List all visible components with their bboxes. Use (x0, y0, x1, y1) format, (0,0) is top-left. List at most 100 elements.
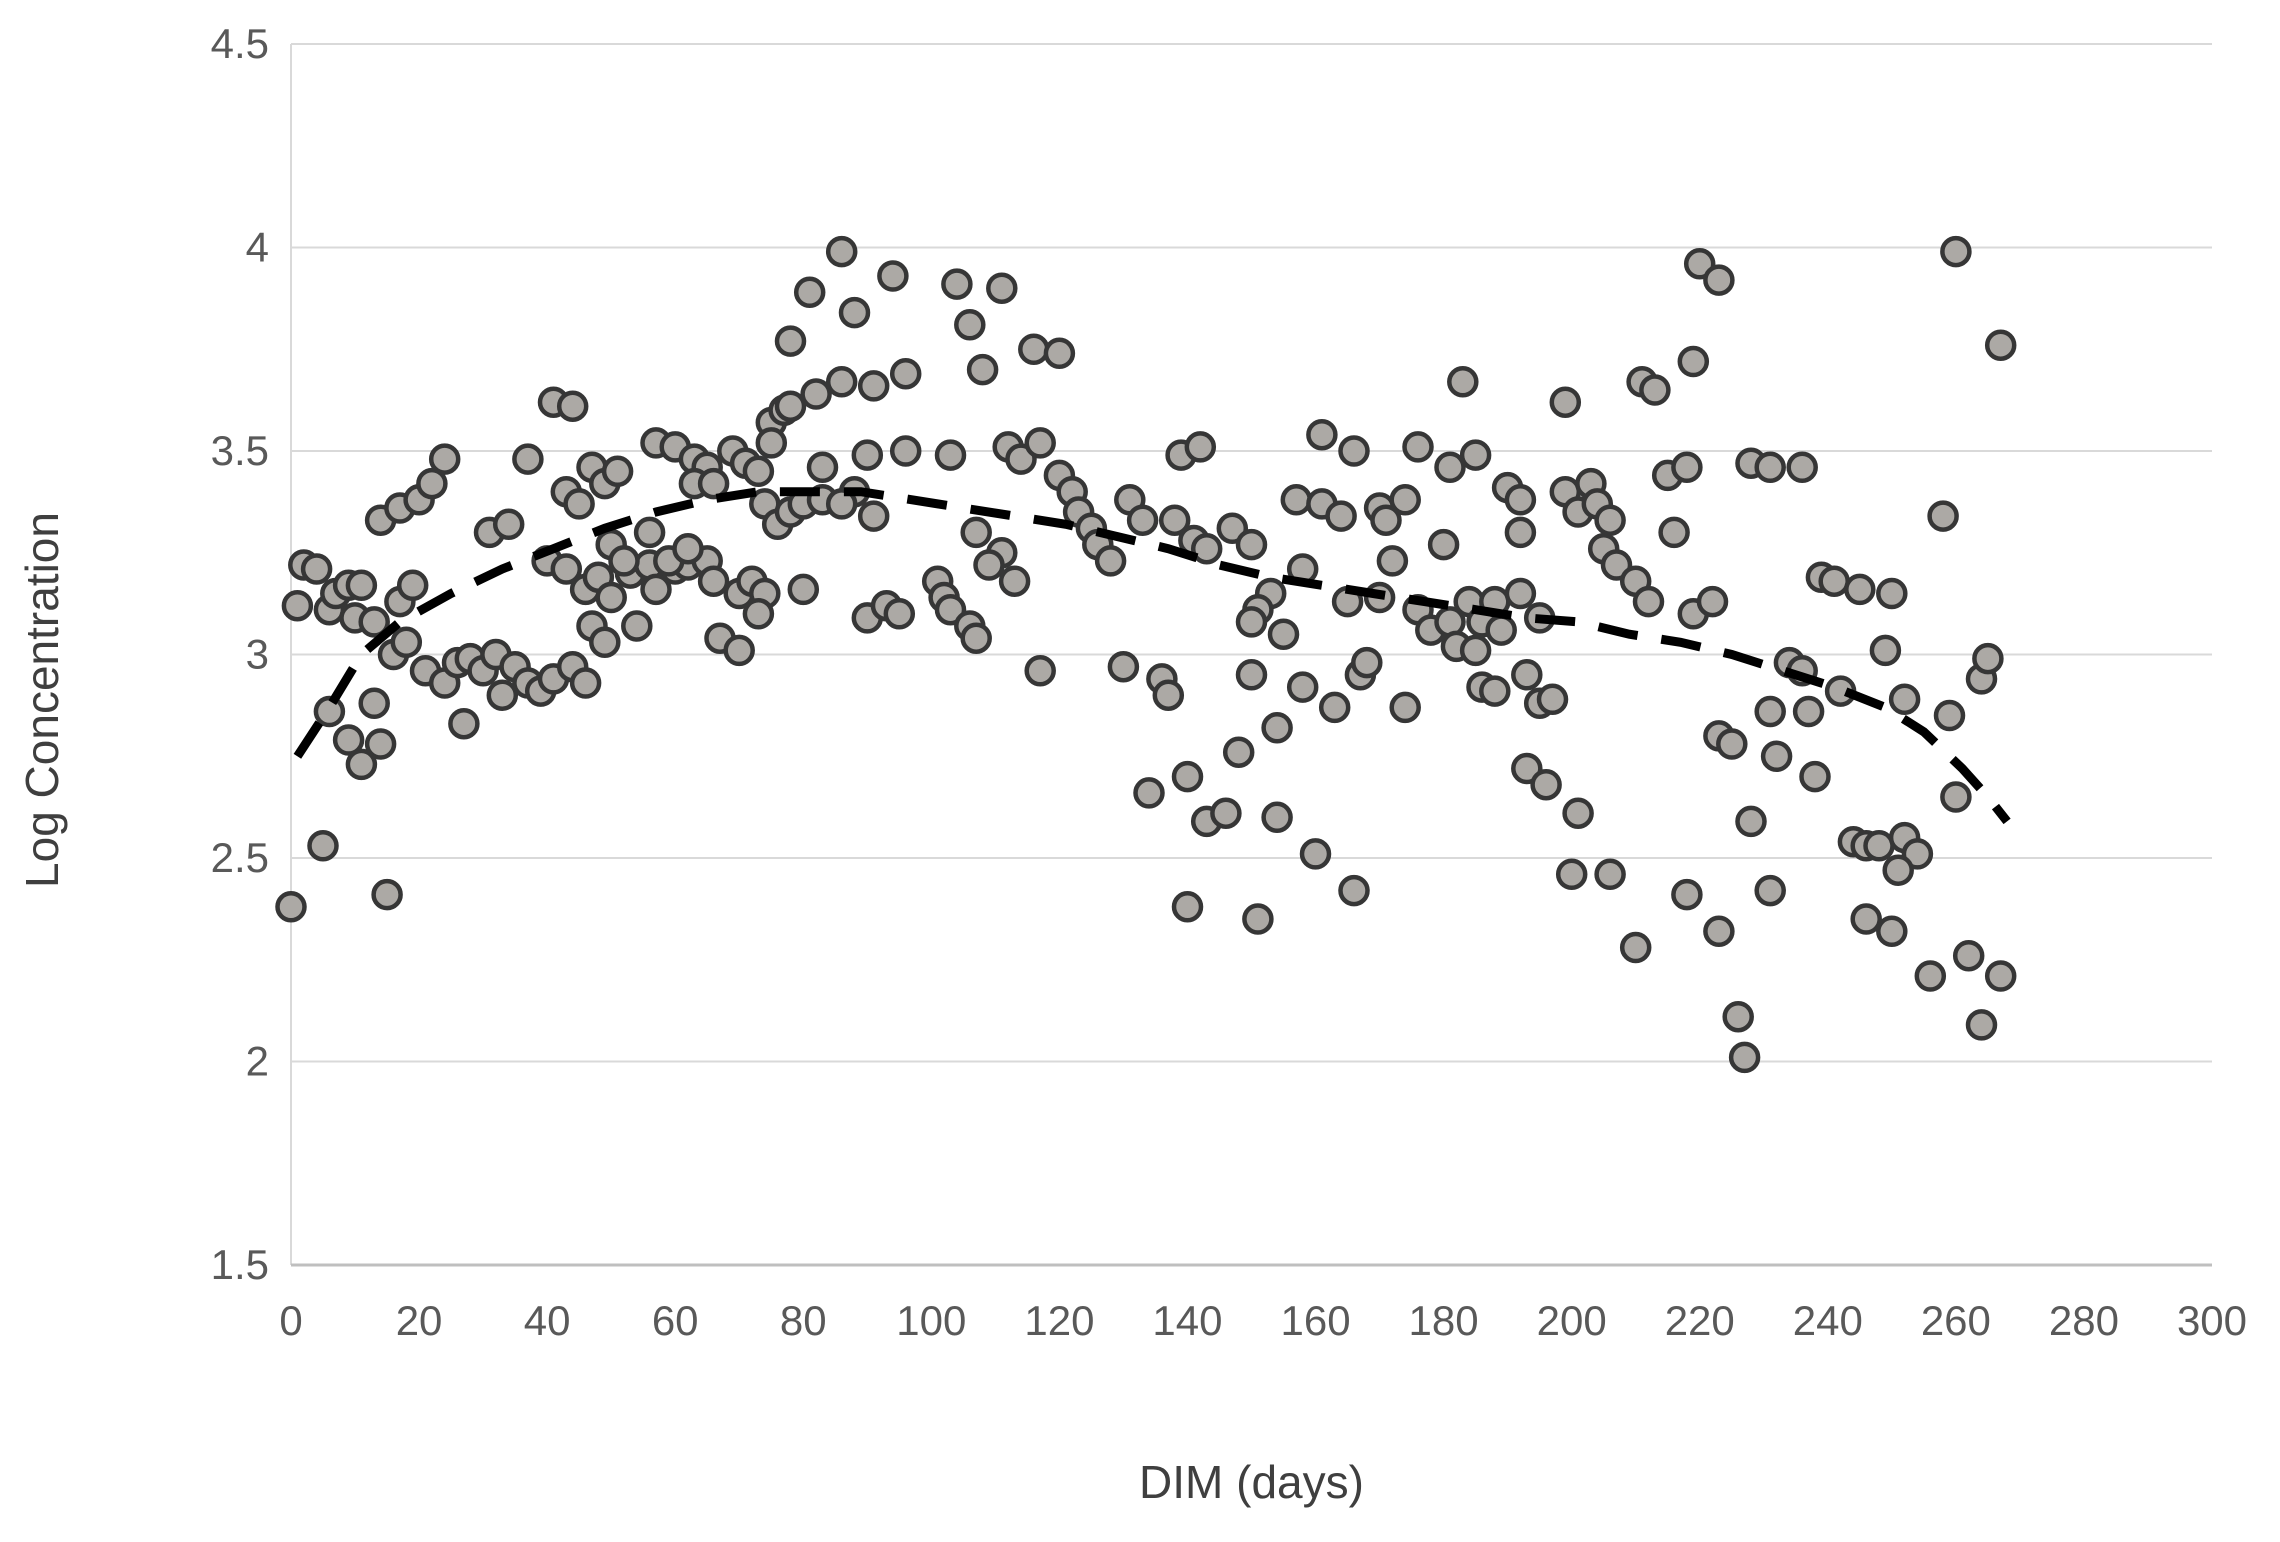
scatter-point (1639, 374, 1671, 406)
y-axis-title: Log Concentration (16, 512, 68, 888)
scatter-point (1914, 960, 1947, 992)
scatter-point (371, 878, 403, 911)
scatter-point (1152, 679, 1185, 711)
scatter-point (787, 573, 820, 606)
scatter-point (1984, 960, 2017, 992)
scatter-point (1555, 858, 1588, 891)
scatter-point (793, 276, 826, 309)
y-tick-label: 1.5 (211, 1241, 269, 1288)
scatter-point (1850, 903, 1882, 935)
scatter-point (1844, 573, 1876, 606)
scatter-point (608, 545, 640, 577)
scatter-point (1728, 1041, 1761, 1074)
scatter-point (697, 565, 730, 597)
scatter-point (1594, 504, 1626, 536)
scatter-point (1171, 760, 1204, 793)
scatter-point (1376, 545, 1409, 577)
x-tick-label: 100 (896, 1297, 966, 1344)
scatter-point (640, 573, 672, 606)
y-tick-label: 2.5 (211, 834, 269, 881)
scatter-point (1024, 655, 1056, 687)
scatter-point (672, 532, 704, 565)
scatter-point (825, 488, 858, 520)
scatter-point (1863, 830, 1895, 862)
y-tick-label: 3.5 (211, 427, 269, 474)
scatter-point (1235, 659, 1268, 691)
scatter-point (1459, 439, 1492, 471)
scatter-point (1754, 451, 1786, 484)
scatter-point (1447, 366, 1479, 398)
scatter-point (1459, 634, 1492, 667)
trend-line (293, 487, 2011, 825)
scatter-point (332, 724, 365, 756)
scatter-point (307, 830, 339, 862)
scatter-point (1389, 484, 1421, 516)
scatter-point (1242, 903, 1274, 935)
scatter-point (877, 260, 909, 292)
scatter-point (364, 728, 397, 760)
scatter-point (1504, 516, 1537, 549)
scatter-point (428, 443, 461, 475)
scatter-point (390, 626, 423, 659)
scatter-point (1735, 805, 1767, 838)
x-tick-label: 40 (524, 1297, 571, 1344)
scatter-point (275, 891, 307, 923)
scatter-point (595, 581, 627, 614)
scatter-point (1485, 614, 1517, 646)
scatter-point (742, 455, 775, 488)
scatter-point (1965, 1009, 1998, 1041)
scatter-point (512, 443, 544, 475)
scatter-point (1940, 781, 1972, 813)
scatter-point (1940, 235, 1972, 268)
scatter-point (1158, 504, 1191, 536)
scatter-point (300, 553, 333, 585)
scatter-point (889, 357, 922, 390)
scatter-point (1882, 854, 1914, 886)
scatter-point (1671, 451, 1703, 484)
scatter-point (934, 439, 967, 471)
scatter-point (345, 748, 378, 781)
scatter-point (800, 378, 832, 410)
x-tick-label: 180 (1409, 1297, 1479, 1344)
scatter-point (934, 593, 967, 626)
scatter-point (492, 508, 525, 541)
x-axis-title: DIM (days) (1139, 1456, 1364, 1508)
scatter-point (883, 598, 916, 630)
y-tick-label: 2 (246, 1038, 269, 1085)
scatter-point (1024, 427, 1056, 459)
scatter-point (1722, 1000, 1754, 1033)
scatter-point (1126, 504, 1159, 536)
scatter-point (851, 439, 884, 471)
scatter-point (1427, 528, 1460, 561)
scatter-point (1402, 431, 1434, 463)
scatter-point (1876, 577, 1908, 610)
x-tick-label: 240 (1793, 1297, 1863, 1344)
scatter-point (697, 467, 730, 500)
scatter-point (345, 569, 378, 602)
scatter-point (1479, 675, 1511, 707)
scatter-point (1632, 585, 1665, 618)
y-tick-label: 4.5 (211, 20, 269, 67)
scatter-point (1280, 484, 1313, 516)
scatter-point (1389, 691, 1421, 724)
scatter-point (1504, 577, 1537, 610)
scatter-point (774, 325, 807, 357)
scatter-point (960, 622, 992, 654)
scatter-point (941, 268, 973, 300)
scatter-point (742, 598, 775, 630)
scatter-point (1286, 671, 1319, 703)
scatter-point (1549, 386, 1582, 418)
scatter-point (358, 687, 390, 720)
x-tick-label: 20 (396, 1297, 443, 1344)
scatter-point (1235, 528, 1268, 561)
scatter-point (1261, 801, 1293, 834)
scatter-point (1338, 435, 1370, 467)
scatter-point (723, 634, 755, 667)
scatter-point (1594, 858, 1626, 891)
scatter-point (1222, 736, 1255, 768)
scatter-point (563, 488, 595, 520)
scatter-point (774, 390, 807, 422)
scatter-point (1107, 650, 1140, 683)
